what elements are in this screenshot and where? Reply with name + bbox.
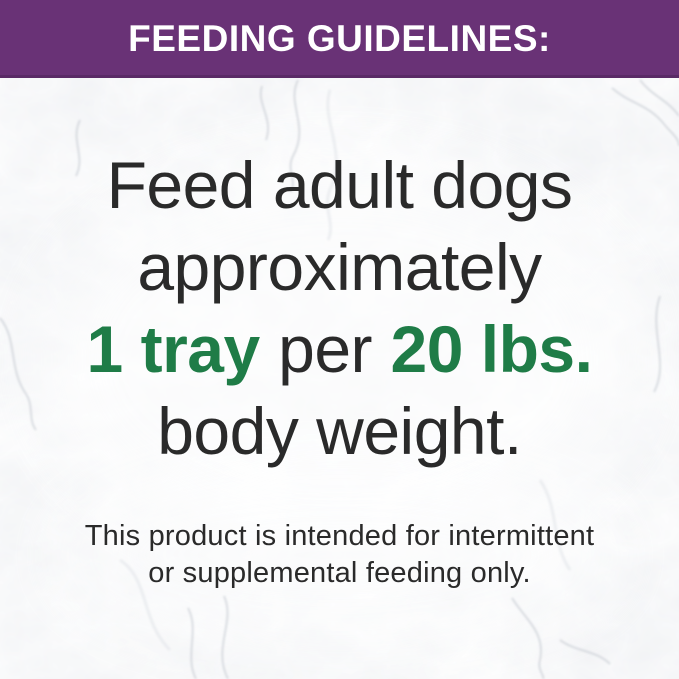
feeding-note: This product is intended for intermitten… bbox=[0, 518, 679, 592]
banner-title: FEEDING GUIDELINES: bbox=[128, 17, 551, 59]
header-banner: FEEDING GUIDELINES: bbox=[0, 0, 679, 78]
instruction-connector: per bbox=[278, 312, 373, 386]
instruction-line-1: Feed adult dogs bbox=[106, 148, 573, 222]
instruction-line-4: body weight. bbox=[157, 394, 522, 468]
weight-amount: 20 lbs. bbox=[390, 312, 593, 386]
note-line-2: or supplemental feeding only. bbox=[148, 557, 531, 589]
guideline-content: Feed adult dogs approximately 1 tray per 2… bbox=[0, 78, 679, 592]
feeding-instruction: Feed adult dogs approximately 1 tray per 2… bbox=[0, 144, 679, 472]
instruction-line-2: approximately bbox=[137, 230, 542, 304]
note-line-1: This product is intended for intermitten… bbox=[84, 520, 595, 552]
instruction-line-3: 1 tray per 20 lbs. bbox=[0, 308, 679, 390]
tray-amount: 1 tray bbox=[86, 312, 261, 386]
